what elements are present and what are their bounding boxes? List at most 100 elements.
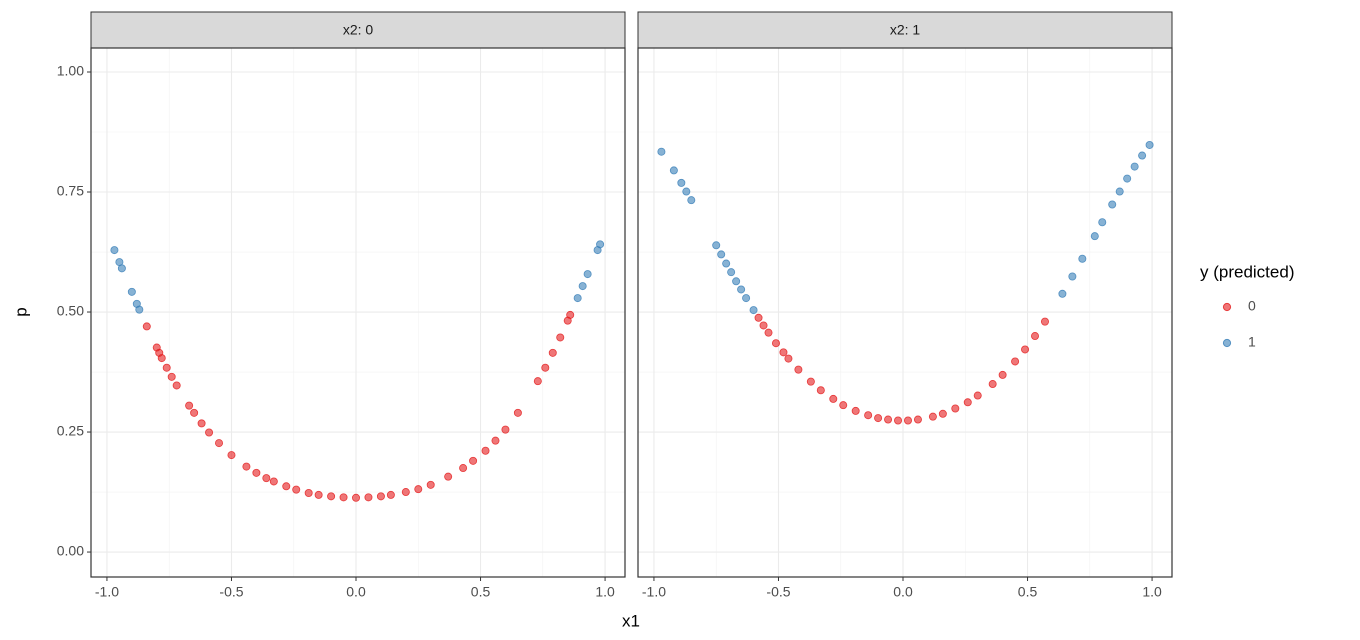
point	[1115, 187, 1124, 196]
point	[242, 462, 251, 471]
point	[998, 370, 1007, 379]
point	[1090, 232, 1099, 241]
point	[386, 490, 395, 499]
point	[1138, 151, 1147, 160]
point	[732, 277, 741, 286]
point	[794, 365, 803, 374]
point	[1098, 218, 1107, 227]
point	[533, 377, 542, 386]
point	[314, 490, 323, 499]
y-tick-label: 0.50	[57, 303, 84, 319]
point	[541, 363, 550, 372]
x-tick-label: 0.0	[893, 584, 913, 600]
point	[110, 246, 119, 255]
point	[951, 404, 960, 413]
point	[1040, 317, 1049, 326]
point	[749, 306, 758, 315]
x-tick-label: 0.0	[346, 584, 366, 600]
point	[190, 408, 199, 417]
point	[197, 419, 206, 428]
point	[712, 241, 721, 250]
point	[556, 333, 565, 342]
point	[657, 147, 666, 156]
point	[682, 187, 691, 196]
point	[963, 398, 972, 407]
point	[327, 492, 336, 501]
point	[806, 377, 815, 386]
point	[205, 428, 214, 437]
point	[687, 196, 696, 205]
x-axis-label: x1	[622, 611, 640, 630]
point	[1021, 345, 1030, 354]
point	[1145, 140, 1154, 149]
point	[491, 436, 500, 445]
point	[269, 477, 278, 486]
point	[1130, 162, 1139, 171]
y-tick-label: 0.75	[57, 183, 84, 199]
x-tick-label: 0.5	[471, 584, 491, 600]
x-tick-label: 0.5	[1018, 584, 1038, 600]
x-tick-label: -0.5	[219, 584, 243, 600]
point	[157, 354, 166, 363]
point	[913, 415, 922, 424]
point	[829, 394, 838, 403]
point	[894, 416, 903, 425]
point	[722, 259, 731, 268]
point	[669, 166, 678, 175]
point	[252, 468, 261, 477]
point	[816, 386, 825, 395]
point	[737, 285, 746, 294]
y-tick-label: 0.25	[57, 423, 84, 439]
point	[162, 363, 171, 372]
point	[282, 482, 291, 491]
point	[227, 451, 236, 460]
point	[864, 411, 873, 420]
point	[988, 380, 997, 389]
y-axis-label: p	[11, 307, 30, 316]
legend-title: y (predicted)	[1200, 262, 1294, 281]
point	[376, 492, 385, 501]
point	[444, 472, 453, 481]
point	[414, 485, 423, 494]
point	[135, 305, 144, 314]
point	[469, 456, 478, 465]
legend-label: 0	[1248, 298, 1256, 314]
point	[754, 313, 763, 322]
point	[117, 264, 126, 273]
point	[481, 446, 490, 455]
point	[973, 391, 982, 400]
point	[513, 408, 522, 417]
point	[903, 416, 912, 425]
y-tick-label: 0.00	[57, 543, 84, 559]
point	[742, 294, 751, 303]
point	[215, 439, 224, 448]
point	[167, 372, 176, 381]
point	[459, 464, 468, 473]
x-tick-label: -0.5	[766, 584, 790, 600]
point	[759, 321, 768, 330]
facet-title: x2: 1	[890, 22, 921, 38]
point	[573, 294, 582, 303]
point	[596, 240, 605, 249]
point	[1031, 332, 1040, 341]
point	[717, 250, 726, 259]
point	[127, 287, 136, 296]
point	[548, 348, 557, 357]
y-tick-label: 1.00	[57, 63, 84, 79]
x-tick-label: -1.0	[642, 584, 666, 600]
point	[839, 401, 848, 410]
point	[784, 354, 793, 363]
legend-label: 1	[1248, 334, 1256, 350]
point	[142, 322, 151, 331]
point	[364, 493, 373, 502]
point	[172, 381, 181, 390]
strip-background	[90, 11, 626, 49]
point	[1068, 272, 1077, 281]
point	[1011, 357, 1020, 366]
point	[583, 270, 592, 279]
point	[262, 474, 271, 483]
point	[1108, 200, 1117, 209]
point	[426, 480, 435, 489]
point	[578, 282, 587, 291]
